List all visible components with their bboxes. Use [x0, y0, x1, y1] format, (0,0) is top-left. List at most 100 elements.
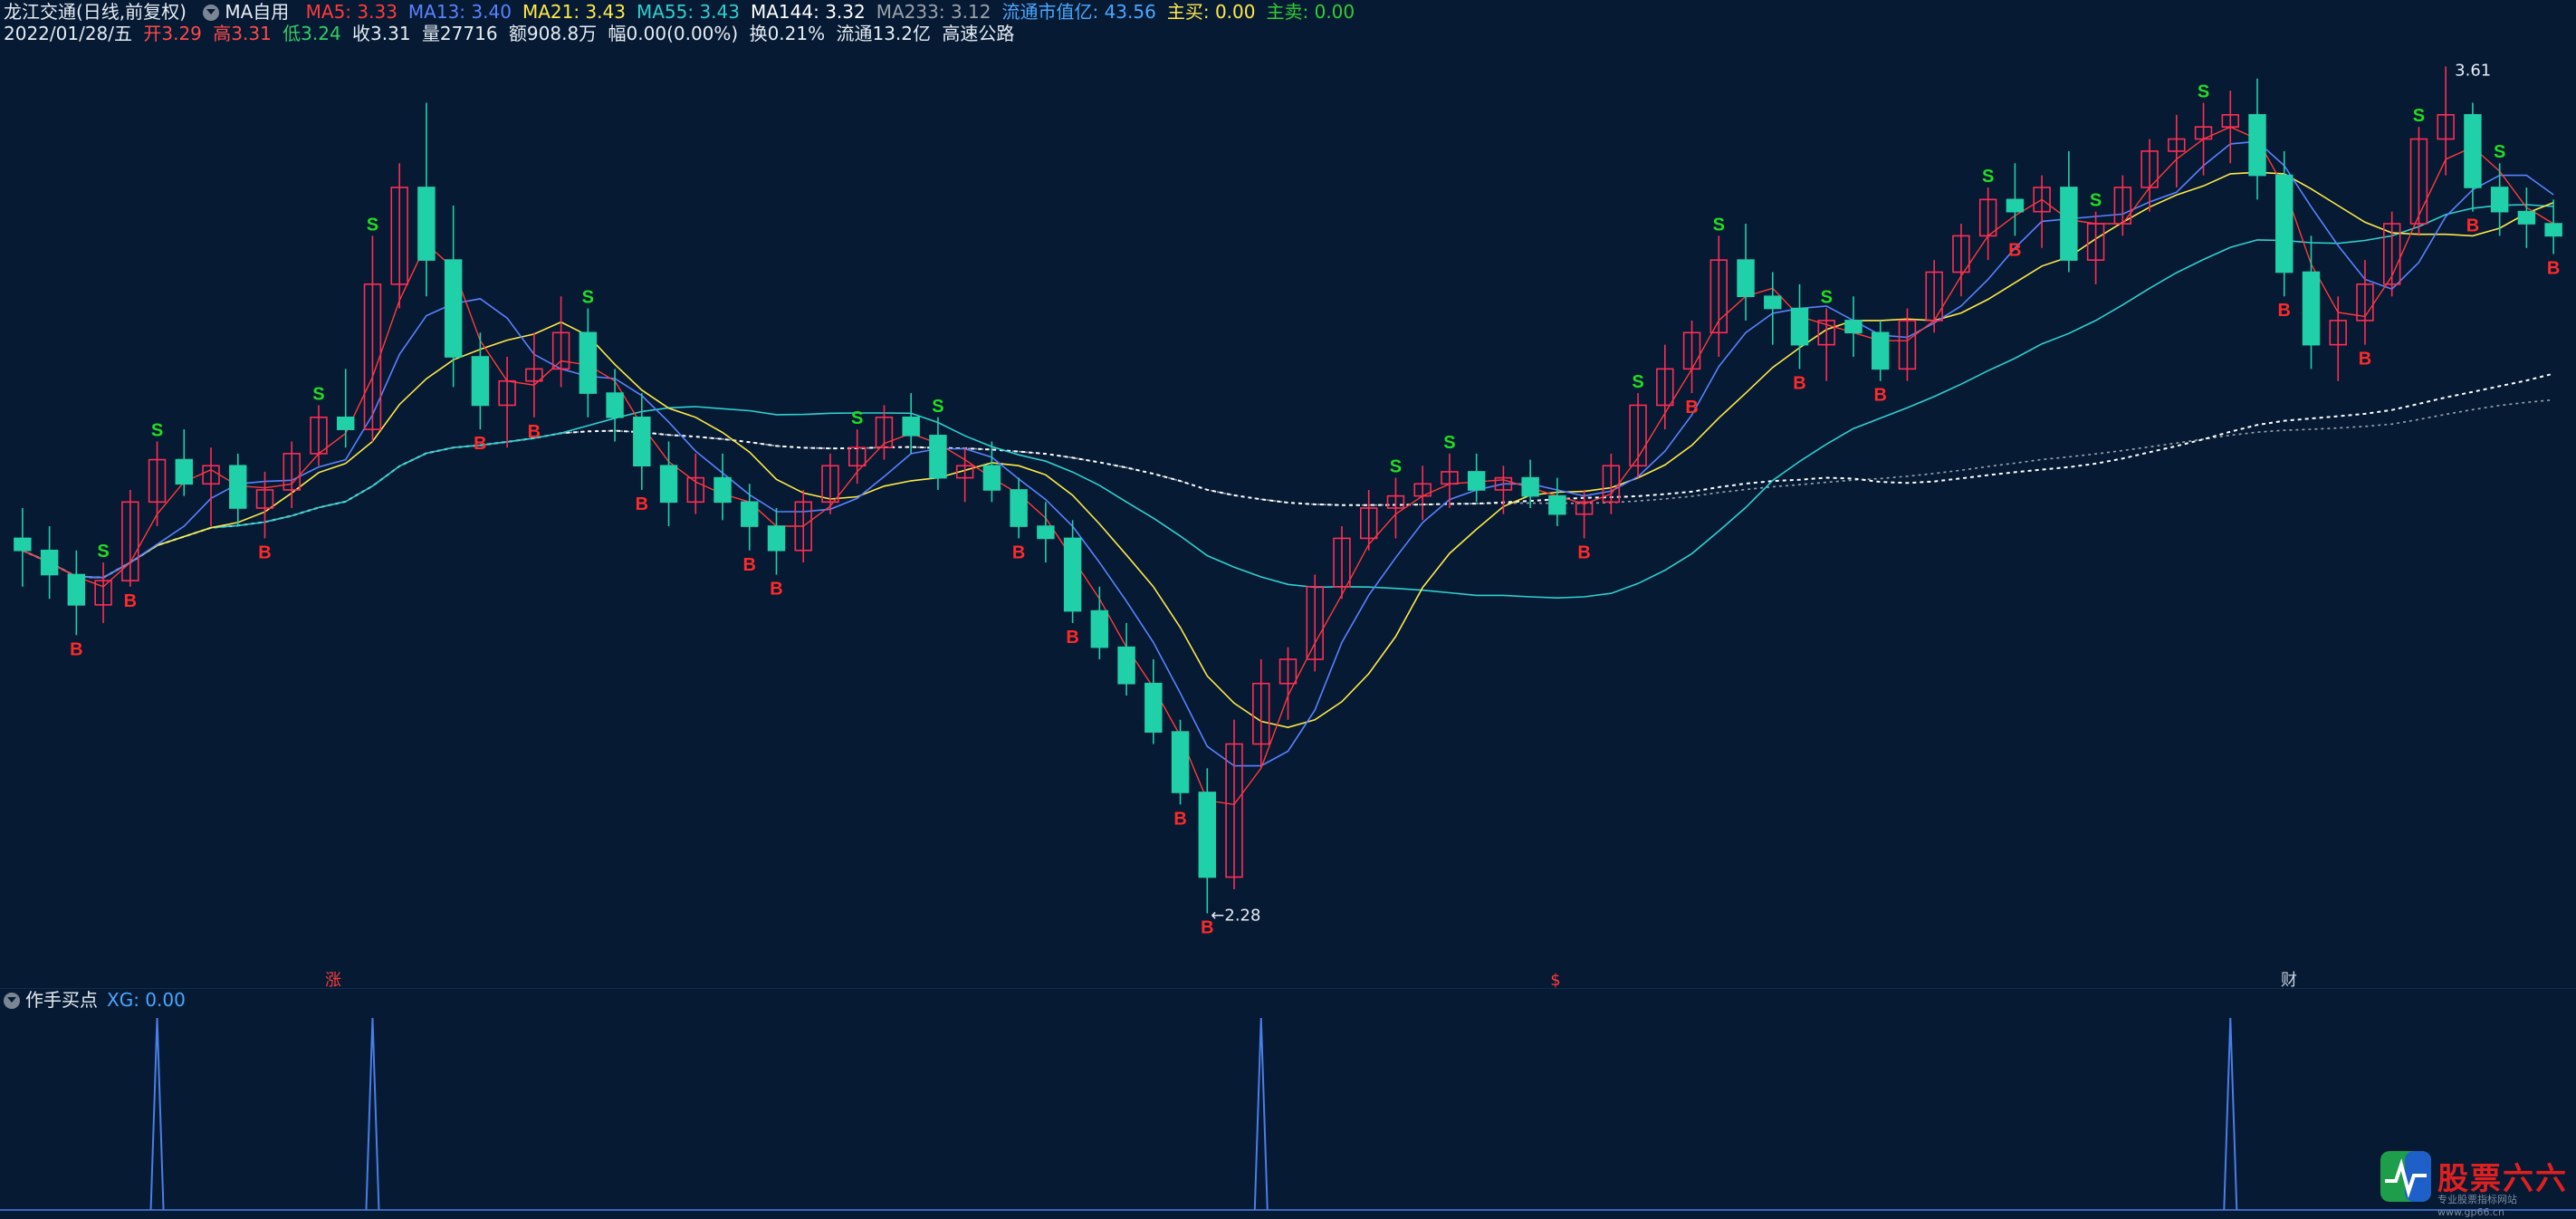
candle-body[interactable]	[551, 331, 570, 370]
candle-body[interactable]	[1602, 465, 1621, 504]
candle-body[interactable]	[40, 549, 59, 576]
candle-body[interactable]	[686, 476, 705, 504]
candle-body[interactable]	[229, 465, 247, 509]
candle-body[interactable]	[2168, 138, 2186, 152]
candle-body[interactable]	[2356, 283, 2374, 322]
candle-body[interactable]	[1682, 331, 1701, 370]
candle-body[interactable]	[1548, 494, 1566, 515]
candle-body[interactable]	[1386, 494, 1405, 509]
candle-body[interactable]	[1575, 501, 1594, 515]
candle-body[interactable]	[2382, 223, 2401, 285]
candle-body[interactable]	[1898, 320, 1917, 370]
candle-body[interactable]	[2033, 187, 2051, 213]
candle-body[interactable]	[1413, 483, 1432, 497]
ma-legend-item[interactable]: 流通市值亿: 43.56	[1001, 1, 1155, 23]
candle-body[interactable]	[1764, 295, 1782, 310]
ma-legend-item[interactable]: 主卖: 0.00	[1266, 1, 1355, 23]
candle-body[interactable]	[2060, 187, 2078, 261]
candle-body[interactable]	[1198, 792, 1217, 878]
candle-body[interactable]	[2275, 174, 2294, 274]
candle-body[interactable]	[1494, 476, 1513, 491]
candle-body[interactable]	[363, 283, 382, 430]
candle-body[interactable]	[67, 573, 86, 606]
candle-body[interactable]	[1521, 476, 1539, 497]
candle-body[interactable]	[713, 476, 732, 504]
candle-body[interactable]	[741, 501, 759, 527]
candle-body[interactable]	[94, 580, 112, 606]
ma-menu-label[interactable]: MA自用	[225, 1, 290, 23]
candle-body[interactable]	[2329, 320, 2347, 346]
candle-body[interactable]	[282, 453, 301, 491]
event-marker[interactable]: 财	[2281, 971, 2297, 990]
indicator-menu-icon[interactable]	[4, 993, 20, 1009]
candle-body[interactable]	[1090, 610, 1109, 648]
candle-body[interactable]	[2113, 187, 2132, 225]
stock-title[interactable]: 龙江交通(日线,前复权)	[4, 1, 187, 23]
candle-body[interactable]	[606, 392, 624, 418]
candle-body[interactable]	[1306, 586, 1324, 660]
candle-body[interactable]	[2221, 114, 2240, 128]
candle-body[interactable]	[1063, 537, 1082, 612]
candle-body[interactable]	[1817, 320, 1835, 346]
candle-body[interactable]	[1333, 537, 1351, 588]
candle-body[interactable]	[1010, 489, 1028, 527]
candle-body[interactable]	[444, 259, 463, 358]
candle-body[interactable]	[1037, 525, 1055, 540]
candle-body[interactable]	[1952, 235, 1970, 274]
candle-body[interactable]	[767, 525, 786, 552]
candle-body[interactable]	[1171, 731, 1190, 793]
candle-body[interactable]	[982, 465, 1001, 491]
candle-body[interactable]	[633, 416, 651, 467]
candle-body[interactable]	[1117, 646, 1135, 685]
ma-legend-item[interactable]: MA233: 3.12	[876, 1, 991, 23]
ma-legend-item[interactable]: MA55: 3.43	[637, 1, 740, 23]
candle-body[interactable]	[121, 501, 139, 581]
candle-body[interactable]	[1359, 507, 1378, 540]
candle-body[interactable]	[390, 187, 408, 285]
candle-body[interactable]	[336, 416, 355, 430]
candle-body[interactable]	[1737, 259, 1755, 297]
candle-body[interactable]	[1978, 198, 1997, 237]
event-marker[interactable]: 涨	[325, 971, 341, 990]
ma-legend-item[interactable]: MA13: 3.40	[408, 1, 512, 23]
indicator-title[interactable]: 作手买点	[25, 989, 98, 1011]
candle-body[interactable]	[2140, 150, 2159, 188]
candle-body[interactable]	[955, 465, 974, 479]
candle-body[interactable]	[1790, 307, 1809, 346]
candle-body[interactable]	[579, 331, 598, 394]
candle-body[interactable]	[417, 187, 436, 261]
candle-body[interactable]	[525, 368, 543, 382]
candle-body[interactable]	[2006, 198, 2025, 213]
candle-body[interactable]	[659, 465, 678, 504]
candle-body[interactable]	[929, 435, 947, 479]
candle-body[interactable]	[1278, 658, 1298, 685]
candle-body[interactable]	[1144, 682, 1163, 733]
candle-body[interactable]	[2517, 210, 2536, 225]
candle-body[interactable]	[175, 458, 194, 485]
candle-body[interactable]	[1225, 743, 1243, 878]
ma-legend-item[interactable]: MA21: 3.43	[522, 1, 626, 23]
candle-body[interactable]	[2194, 126, 2213, 140]
ma-legend-item[interactable]: MA144: 3.32	[751, 1, 866, 23]
candle-body[interactable]	[875, 416, 894, 448]
candle-body[interactable]	[2490, 187, 2509, 213]
ma-menu-icon[interactable]	[203, 5, 220, 21]
candle-body[interactable]	[1629, 404, 1647, 467]
candle-body[interactable]	[1709, 259, 1729, 334]
candle-body[interactable]	[1441, 471, 1459, 485]
candle-body[interactable]	[2544, 223, 2562, 237]
candle-body[interactable]	[847, 446, 867, 467]
candle-body[interactable]	[498, 379, 516, 407]
candle-body[interactable]	[1871, 331, 1890, 370]
candle-body[interactable]	[148, 458, 167, 504]
candle-body[interactable]	[2248, 114, 2266, 177]
candle-body[interactable]	[2086, 223, 2105, 261]
ma-legend-item[interactable]: 主买: 0.00	[1167, 1, 1256, 23]
candle-body[interactable]	[1467, 471, 1486, 491]
candle-body[interactable]	[1252, 682, 1270, 745]
candle-body[interactable]	[902, 416, 920, 437]
candle-body[interactable]	[794, 501, 812, 552]
candle-body[interactable]	[2302, 271, 2321, 346]
candle-body[interactable]	[2437, 114, 2455, 140]
